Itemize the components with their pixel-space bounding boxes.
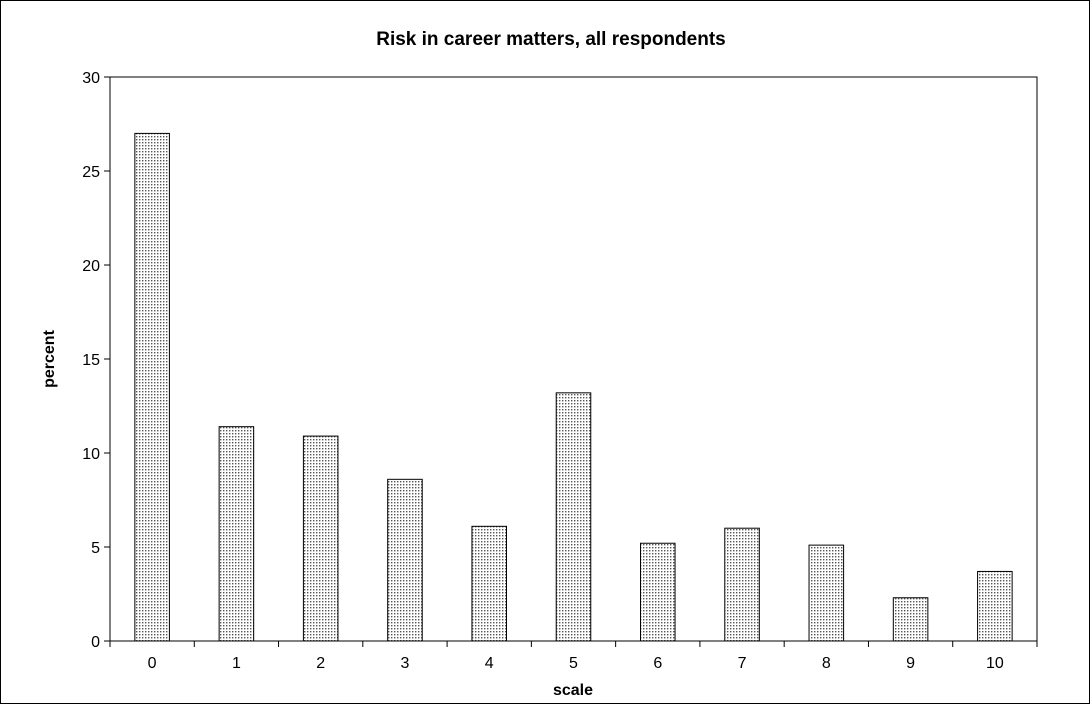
x-tick-label: 0 xyxy=(148,655,157,672)
x-tick-label: 5 xyxy=(569,655,578,672)
x-tick-label: 3 xyxy=(400,655,409,672)
y-tick-label: 10 xyxy=(82,446,100,463)
y-tick-label: 5 xyxy=(91,540,100,557)
bar-2 xyxy=(302,435,339,642)
x-tick-label: 6 xyxy=(653,655,662,672)
y-tick-label: 15 xyxy=(82,352,100,369)
x-tick-label: 8 xyxy=(822,655,831,672)
bar-0 xyxy=(134,132,170,642)
y-tick-labels: 0 5 10 15 20 25 30 xyxy=(82,70,100,651)
x-axis-label: scale xyxy=(553,682,593,699)
y-tick-label: 25 xyxy=(82,164,100,181)
bar-10 xyxy=(977,570,1013,642)
bar-1 xyxy=(218,426,255,642)
bar-3 xyxy=(387,478,423,642)
x-tick-label: 7 xyxy=(738,655,747,672)
y-tick-label: 20 xyxy=(82,258,100,275)
y-tick-label: 0 xyxy=(91,634,100,651)
chart-title: Risk in career matters, all respondents xyxy=(376,29,726,50)
x-tick-label: 9 xyxy=(906,655,915,672)
x-tick-label: 4 xyxy=(485,655,494,672)
bar-8 xyxy=(808,544,845,642)
bar-9 xyxy=(892,597,929,642)
bar-4 xyxy=(471,525,508,642)
y-axis-label: percent xyxy=(41,329,58,387)
x-tick-label: 1 xyxy=(232,655,241,672)
bar-5 xyxy=(555,392,592,642)
x-tick-label: 10 xyxy=(986,655,1004,672)
y-tick-label: 30 xyxy=(82,70,100,87)
x-tick-label: 2 xyxy=(316,655,325,672)
x-tick-labels: 0 1 2 3 4 5 6 7 8 9 10 xyxy=(148,655,1004,672)
bar-7 xyxy=(724,527,760,642)
bar-6 xyxy=(640,542,676,642)
bars xyxy=(134,132,1013,642)
